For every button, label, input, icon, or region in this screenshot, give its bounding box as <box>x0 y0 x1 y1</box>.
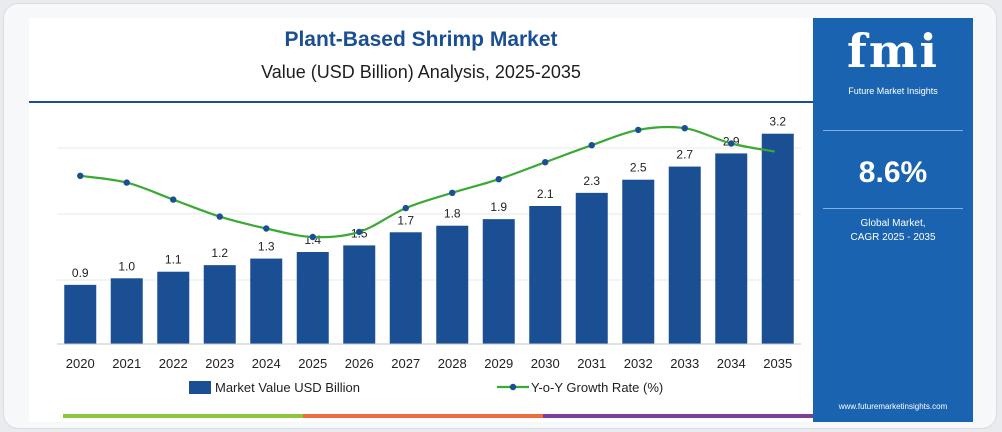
bar <box>389 232 422 344</box>
stripe-orange <box>303 414 543 418</box>
growth-rate-point <box>588 142 595 149</box>
growth-rate-point <box>356 228 363 236</box>
growth-rate-point <box>449 189 456 196</box>
x-tick-label: 2020 <box>66 356 95 371</box>
bar <box>715 153 748 344</box>
x-tick-label: 2028 <box>438 356 467 371</box>
fmi-logo: fmi <box>847 24 939 78</box>
cagr-value: 8.6% <box>858 156 928 189</box>
x-tick-label: 2026 <box>345 356 374 371</box>
growth-rate-point <box>774 148 781 156</box>
x-tick-label: 2022 <box>159 356 188 371</box>
growth-rate-line <box>80 125 778 239</box>
bar <box>575 192 608 344</box>
growth-rate-point <box>635 126 642 134</box>
x-tick-label: 2032 <box>624 356 653 371</box>
bar <box>110 278 143 344</box>
sidebar-divider-bottom <box>823 208 963 209</box>
legend-swatch-bars <box>189 381 211 394</box>
bar-value-label: 2.5 <box>630 161 647 175</box>
title-divider <box>29 101 813 103</box>
growth-rate-point <box>402 204 409 212</box>
legend-label-bars: Market Value USD Billion <box>215 380 360 395</box>
x-tick-label: 2021 <box>112 356 141 371</box>
growth-rate-point <box>309 233 316 241</box>
bar <box>482 219 515 344</box>
x-tick-label: 2023 <box>205 356 234 371</box>
bar-value-label: 1.0 <box>118 259 135 273</box>
legend-swatch-marker <box>509 383 517 391</box>
chart-subtitle: Value (USD Billion) Analysis, 2025-2035 <box>261 62 581 82</box>
bar <box>64 284 97 344</box>
x-tick-label: 2029 <box>484 356 513 371</box>
chart-panel: Plant-Based Shrimp Market Value (USD Bil… <box>29 18 813 422</box>
bar <box>529 206 562 344</box>
fmi-sidebar: fmi Future Market Insights 8.6% Global M… <box>813 18 973 422</box>
x-tick-label: 2034 <box>717 356 746 371</box>
bar-value-label: 1.1 <box>165 253 182 267</box>
bar <box>436 225 469 344</box>
x-tick-label: 2024 <box>252 356 281 371</box>
x-tick-label: 2031 <box>577 356 606 371</box>
bar <box>203 265 236 344</box>
legend-label-line: Y-o-Y Growth Rate (%) <box>531 380 663 395</box>
bar-value-label: 2.3 <box>583 174 600 188</box>
bar <box>157 271 190 344</box>
cagr-label-line1: Global Market, <box>860 218 926 229</box>
growth-rate-point <box>216 213 223 220</box>
bar <box>250 258 283 344</box>
stripe-purple <box>543 414 813 418</box>
growth-rate-point <box>728 140 735 147</box>
bar-value-label: 0.9 <box>72 266 89 280</box>
bar <box>343 245 376 344</box>
bar <box>296 252 329 344</box>
sidebar-divider-top <box>823 130 963 131</box>
website-url: www.futuremarketinsights.com <box>838 402 948 411</box>
bar-value-label: 2.7 <box>676 148 693 162</box>
stripe-green <box>63 414 303 418</box>
cagr-label-line2: CAGR 2025 - 2035 <box>850 232 936 243</box>
growth-rate-point <box>263 225 270 232</box>
bar-value-label: 1.7 <box>397 213 414 227</box>
chart-title: Plant-Based Shrimp Market <box>284 28 558 51</box>
bar-value-label: 1.8 <box>444 207 461 221</box>
growth-rate-point <box>77 172 84 179</box>
bar-value-label: 1.2 <box>211 246 228 260</box>
growth-rate-point <box>170 196 177 203</box>
x-tick-label: 2035 <box>763 356 792 371</box>
bar-value-label: 1.9 <box>490 200 507 214</box>
growth-rate-point <box>542 159 549 166</box>
x-tick-label: 2027 <box>391 356 420 371</box>
bar-value-label: 2.1 <box>537 187 554 201</box>
x-tick-label: 2033 <box>670 356 699 371</box>
growth-rate-point <box>495 176 502 183</box>
chart-frame: Plant-Based Shrimp Market Value (USD Bil… <box>4 4 996 428</box>
chart-canvas: 0.920201.020211.120221.220231.320241.420… <box>57 115 801 395</box>
bar <box>761 133 794 344</box>
bar-value-label: 1.3 <box>258 240 275 254</box>
fmi-logo-text: Future Market Insights <box>848 86 938 96</box>
growth-rate-point <box>681 125 688 132</box>
bar-value-label: 3.2 <box>769 115 786 129</box>
x-tick-label: 2030 <box>531 356 560 371</box>
bar <box>622 179 655 344</box>
growth-rate-point <box>123 179 130 186</box>
x-tick-label: 2025 <box>298 356 327 371</box>
chart-card: Plant-Based Shrimp Market Value (USD Bil… <box>29 18 973 422</box>
bar <box>668 166 701 344</box>
